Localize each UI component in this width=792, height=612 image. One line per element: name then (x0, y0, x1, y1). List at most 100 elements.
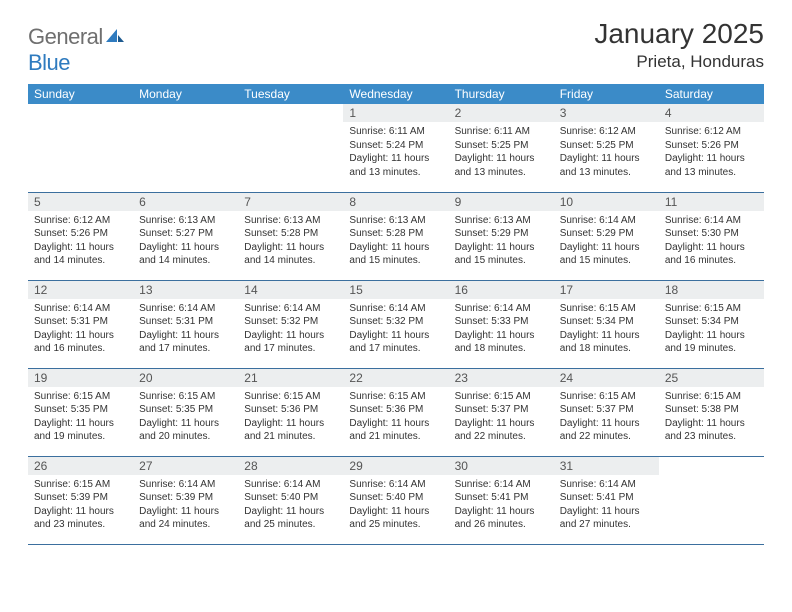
day-line: and 21 minutes. (244, 430, 337, 444)
day-line: Daylight: 11 hours (34, 417, 127, 431)
day-cell: 18Sunrise: 6:15 AMSunset: 5:34 PMDayligh… (659, 280, 764, 368)
day-line: Sunset: 5:31 PM (139, 315, 232, 329)
day-number: 24 (554, 369, 659, 387)
day-line: Sunset: 5:41 PM (455, 491, 548, 505)
day-number: 14 (238, 281, 343, 299)
day-cell: 26Sunrise: 6:15 AMSunset: 5:39 PMDayligh… (28, 456, 133, 544)
day-cell: 25Sunrise: 6:15 AMSunset: 5:38 PMDayligh… (659, 368, 764, 456)
day-cell: 15Sunrise: 6:14 AMSunset: 5:32 PMDayligh… (343, 280, 448, 368)
week-row: 1Sunrise: 6:11 AMSunset: 5:24 PMDaylight… (28, 104, 764, 192)
day-content: Sunrise: 6:11 AMSunset: 5:25 PMDaylight:… (449, 122, 554, 183)
day-header-tuesday: Tuesday (238, 84, 343, 104)
day-line: Sunset: 5:40 PM (244, 491, 337, 505)
day-number: 25 (659, 369, 764, 387)
day-cell: 29Sunrise: 6:14 AMSunset: 5:40 PMDayligh… (343, 456, 448, 544)
day-line: and 25 minutes. (244, 518, 337, 532)
day-line: Sunset: 5:39 PM (139, 491, 232, 505)
day-line: Daylight: 11 hours (139, 241, 232, 255)
day-line: Daylight: 11 hours (560, 241, 653, 255)
day-number: 28 (238, 457, 343, 475)
day-line: Daylight: 11 hours (139, 329, 232, 343)
day-line: Daylight: 11 hours (244, 417, 337, 431)
day-number: 18 (659, 281, 764, 299)
day-line: and 22 minutes. (455, 430, 548, 444)
day-cell: 2Sunrise: 6:11 AMSunset: 5:25 PMDaylight… (449, 104, 554, 192)
day-line: Daylight: 11 hours (34, 241, 127, 255)
day-line: Daylight: 11 hours (244, 329, 337, 343)
day-content: Sunrise: 6:15 AMSunset: 5:37 PMDaylight:… (554, 387, 659, 448)
day-line: Sunset: 5:36 PM (349, 403, 442, 417)
day-line: and 15 minutes. (349, 254, 442, 268)
day-line: and 27 minutes. (560, 518, 653, 532)
day-line: Sunrise: 6:15 AM (34, 390, 127, 404)
day-cell: 9Sunrise: 6:13 AMSunset: 5:29 PMDaylight… (449, 192, 554, 280)
day-number: 29 (343, 457, 448, 475)
day-line: Sunset: 5:26 PM (34, 227, 127, 241)
day-number (659, 457, 764, 475)
day-line: Daylight: 11 hours (560, 417, 653, 431)
day-number: 27 (133, 457, 238, 475)
day-cell: 21Sunrise: 6:15 AMSunset: 5:36 PMDayligh… (238, 368, 343, 456)
day-content: Sunrise: 6:14 AMSunset: 5:41 PMDaylight:… (449, 475, 554, 536)
day-number: 23 (449, 369, 554, 387)
day-content: Sunrise: 6:15 AMSunset: 5:38 PMDaylight:… (659, 387, 764, 448)
day-cell: 13Sunrise: 6:14 AMSunset: 5:31 PMDayligh… (133, 280, 238, 368)
day-cell: 30Sunrise: 6:14 AMSunset: 5:41 PMDayligh… (449, 456, 554, 544)
day-cell: 23Sunrise: 6:15 AMSunset: 5:37 PMDayligh… (449, 368, 554, 456)
day-line: Daylight: 11 hours (665, 329, 758, 343)
day-header-friday: Friday (554, 84, 659, 104)
month-title: January 2025 (594, 18, 764, 50)
day-content: Sunrise: 6:12 AMSunset: 5:26 PMDaylight:… (659, 122, 764, 183)
day-line: Sunrise: 6:12 AM (560, 125, 653, 139)
day-line: Sunset: 5:28 PM (244, 227, 337, 241)
logo-text-general: General (28, 24, 103, 49)
day-line: Daylight: 11 hours (560, 152, 653, 166)
day-line: Daylight: 11 hours (139, 505, 232, 519)
day-line: Sunrise: 6:13 AM (349, 214, 442, 228)
day-content: Sunrise: 6:14 AMSunset: 5:30 PMDaylight:… (659, 211, 764, 272)
day-number: 30 (449, 457, 554, 475)
day-line: and 15 minutes. (455, 254, 548, 268)
day-line: Daylight: 11 hours (349, 152, 442, 166)
day-line: Sunrise: 6:15 AM (560, 302, 653, 316)
day-line: Sunrise: 6:14 AM (34, 302, 127, 316)
location-label: Prieta, Honduras (594, 52, 764, 72)
day-line: Sunset: 5:28 PM (349, 227, 442, 241)
day-line: Sunset: 5:24 PM (349, 139, 442, 153)
day-line: and 21 minutes. (349, 430, 442, 444)
day-number: 20 (133, 369, 238, 387)
day-number: 7 (238, 193, 343, 211)
day-cell: 20Sunrise: 6:15 AMSunset: 5:35 PMDayligh… (133, 368, 238, 456)
day-line: Daylight: 11 hours (455, 417, 548, 431)
day-header-thursday: Thursday (449, 84, 554, 104)
day-line: Daylight: 11 hours (349, 329, 442, 343)
day-number (28, 104, 133, 122)
day-line: Sunset: 5:40 PM (349, 491, 442, 505)
day-line: Sunrise: 6:14 AM (244, 478, 337, 492)
day-header-monday: Monday (133, 84, 238, 104)
day-cell: 12Sunrise: 6:14 AMSunset: 5:31 PMDayligh… (28, 280, 133, 368)
day-line: Sunrise: 6:12 AM (34, 214, 127, 228)
day-content: Sunrise: 6:15 AMSunset: 5:34 PMDaylight:… (554, 299, 659, 360)
empty-cell (28, 104, 133, 192)
day-line: Sunset: 5:29 PM (455, 227, 548, 241)
day-line: and 15 minutes. (560, 254, 653, 268)
day-line: Sunrise: 6:14 AM (139, 302, 232, 316)
day-content: Sunrise: 6:14 AMSunset: 5:40 PMDaylight:… (343, 475, 448, 536)
day-line: Sunset: 5:32 PM (349, 315, 442, 329)
day-line: and 17 minutes. (244, 342, 337, 356)
day-content: Sunrise: 6:15 AMSunset: 5:36 PMDaylight:… (343, 387, 448, 448)
day-content: Sunrise: 6:14 AMSunset: 5:31 PMDaylight:… (133, 299, 238, 360)
day-line: and 18 minutes. (455, 342, 548, 356)
day-line: Daylight: 11 hours (455, 241, 548, 255)
day-number: 31 (554, 457, 659, 475)
day-line: Sunset: 5:27 PM (139, 227, 232, 241)
day-content: Sunrise: 6:14 AMSunset: 5:40 PMDaylight:… (238, 475, 343, 536)
week-row: 5Sunrise: 6:12 AMSunset: 5:26 PMDaylight… (28, 192, 764, 280)
day-line: and 19 minutes. (34, 430, 127, 444)
day-line: and 18 minutes. (560, 342, 653, 356)
day-line: Sunset: 5:34 PM (560, 315, 653, 329)
day-content: Sunrise: 6:14 AMSunset: 5:41 PMDaylight:… (554, 475, 659, 536)
day-line: and 17 minutes. (139, 342, 232, 356)
day-number: 19 (28, 369, 133, 387)
